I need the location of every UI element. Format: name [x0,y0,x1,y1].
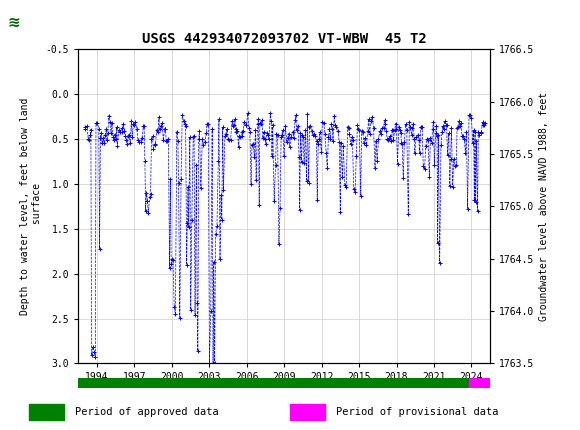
Y-axis label: Depth to water level, feet below land
 surface: Depth to water level, feet below land su… [20,98,42,315]
Y-axis label: Groundwater level above NAVD 1988, feet: Groundwater level above NAVD 1988, feet [539,92,549,321]
Text: Period of provisional data: Period of provisional data [336,407,499,417]
Title: USGS 442934072093702 VT-WBW  45 T2: USGS 442934072093702 VT-WBW 45 T2 [142,31,426,46]
Text: Period of approved data: Period of approved data [75,407,219,417]
Bar [290,404,325,420]
FancyBboxPatch shape [5,4,37,41]
Bar [29,404,64,420]
Text: ≋: ≋ [7,15,20,30]
Bar [469,378,490,388]
Bar [78,378,469,388]
Text: USGS: USGS [41,15,88,30]
